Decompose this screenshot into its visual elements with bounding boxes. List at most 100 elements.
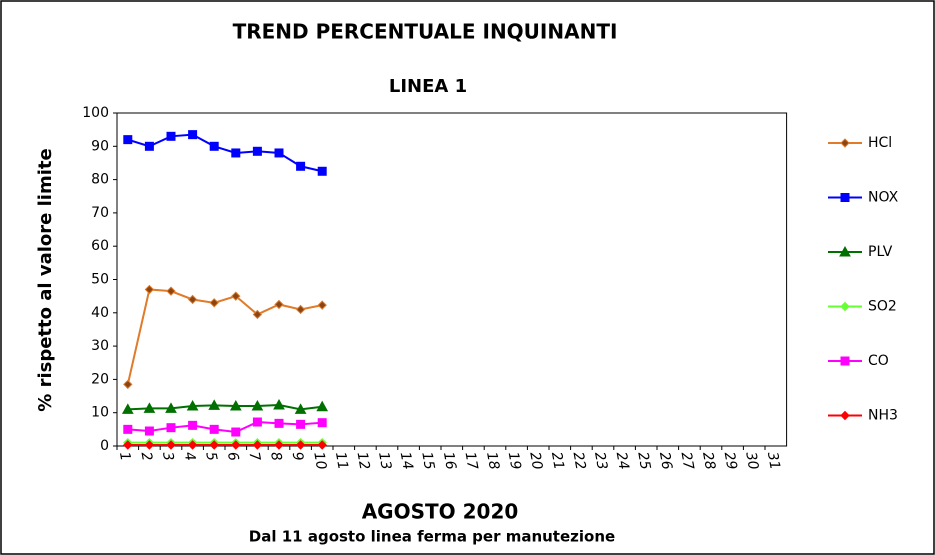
marker [317, 418, 327, 428]
marker [316, 400, 329, 412]
marker [209, 298, 219, 308]
marker [123, 135, 133, 145]
marker [840, 356, 850, 366]
marker [294, 403, 307, 414]
marker [123, 379, 133, 390]
y-tick-label: 60 [91, 238, 109, 254]
marker [165, 402, 177, 413]
marker [252, 309, 263, 320]
x-tick-label: 22 [570, 451, 589, 471]
x-tick-label: 25 [634, 451, 653, 471]
marker [209, 424, 219, 434]
x-tick-label: 6 [224, 451, 241, 463]
chart-subtitle: LINEA 1 [389, 76, 467, 97]
marker [123, 440, 133, 450]
x-tick-label: 7 [246, 451, 263, 463]
y-tick-label: 90 [91, 138, 109, 154]
x-tick-label: 15 [418, 451, 437, 471]
marker [166, 286, 176, 296]
x-tick-label: 28 [699, 451, 718, 471]
marker [143, 402, 156, 413]
y-tick-label: 40 [91, 305, 109, 321]
marker [209, 440, 219, 450]
x-tick-label: 19 [505, 451, 524, 471]
y-tick-label: 30 [91, 338, 109, 354]
x-tick-label: 5 [202, 451, 219, 463]
y-tick-label: 10 [91, 405, 109, 421]
marker [274, 299, 284, 310]
legend-label: CO [868, 353, 889, 369]
marker [166, 440, 176, 450]
y-tick-label: 100 [82, 105, 109, 121]
x-tick-label: 12 [354, 451, 373, 471]
marker [274, 440, 284, 450]
x-tick-label: 23 [591, 451, 610, 471]
legend-label: SO2 [868, 299, 897, 315]
x-tick-label: 11 [332, 451, 351, 471]
x-tick-label: 21 [548, 451, 567, 471]
marker [229, 400, 242, 411]
marker [840, 193, 850, 202]
marker [317, 166, 327, 176]
x-tick-label: 18 [483, 451, 502, 471]
y-axis-label: % rispetto al valore limite [35, 148, 56, 411]
x-tick-label: 13 [375, 451, 394, 471]
x-tick-label: 1 [116, 451, 133, 463]
marker [274, 148, 284, 158]
x-tick-label: 9 [289, 451, 306, 463]
series-line [127, 133, 323, 173]
x-tick-label: 10 [310, 451, 329, 471]
marker [296, 419, 306, 429]
legend-label: NOX [868, 190, 899, 206]
marker [840, 410, 850, 421]
x-tick-label: 24 [613, 451, 632, 471]
x-tick-label: 16 [440, 451, 459, 471]
marker [273, 399, 285, 410]
marker [144, 426, 154, 436]
x-axis-label: AGOSTO 2020 [362, 500, 519, 524]
series-line [126, 288, 323, 385]
marker [144, 141, 154, 151]
marker [231, 291, 241, 301]
marker [187, 440, 198, 450]
x-tick-label: 29 [721, 451, 740, 471]
note: Dal 11 agosto linea ferma per manutezion… [249, 528, 615, 546]
y-tick-label: 50 [91, 272, 109, 288]
marker [251, 400, 264, 411]
x-tick-label: 17 [462, 451, 481, 471]
marker [839, 245, 851, 257]
x-tick-label: 27 [678, 451, 697, 471]
marker [166, 423, 176, 433]
marker [188, 130, 198, 140]
legend-label: HCl [868, 135, 892, 151]
marker [144, 440, 155, 450]
x-tick-label: 30 [742, 451, 761, 471]
series-line [127, 404, 323, 411]
x-tick-label: 20 [526, 451, 545, 471]
chart-title: TREND PERCENTUALE INQUINANTI [233, 20, 618, 44]
x-tick-label: 4 [181, 451, 198, 463]
marker [252, 146, 262, 156]
marker [231, 148, 241, 158]
marker [295, 440, 306, 450]
x-tick-label: 31 [764, 451, 783, 471]
x-tick-label: 14 [397, 451, 416, 471]
marker [208, 399, 221, 410]
marker [231, 427, 241, 437]
marker [166, 131, 176, 141]
series-line [127, 421, 323, 434]
marker [188, 420, 198, 430]
marker [252, 417, 262, 427]
marker [123, 424, 133, 434]
y-tick-label: 0 [100, 438, 109, 454]
x-tick-label: 8 [267, 451, 284, 463]
marker [295, 304, 306, 315]
marker [840, 301, 850, 312]
marker [121, 403, 134, 414]
marker [274, 418, 284, 428]
marker [186, 400, 199, 411]
x-tick-label: 3 [159, 451, 176, 463]
x-tick-label: 2 [138, 451, 155, 463]
